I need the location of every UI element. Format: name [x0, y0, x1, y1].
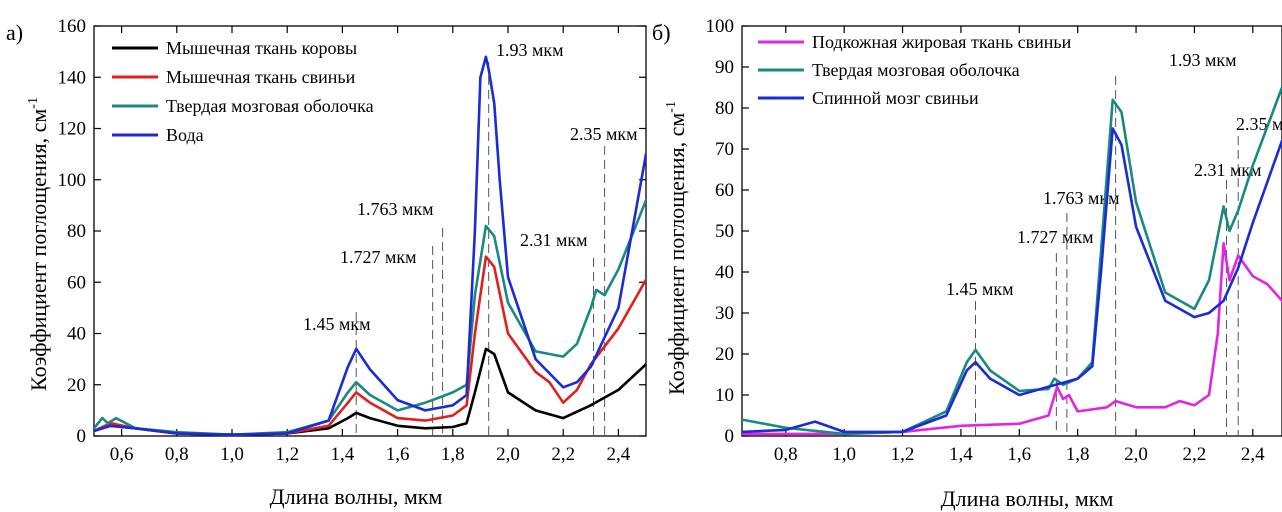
panel-a-ylabel-sup: -1 — [26, 97, 41, 109]
panel-b-ytick-label: 70 — [715, 139, 734, 160]
panel-a-ytick-label: 160 — [58, 16, 87, 37]
panel-a-annotation: 1.727 мкм — [340, 247, 417, 267]
panel-b-plot: 0,8 1,0 1,2 1,4 1,6 1,8 2,0 2,2 2,4 0 10 20 30 40 50 60… — [706, 16, 1282, 465]
panel-b-series-line — [742, 127, 1282, 434]
panel-b-xtick-label: 2,2 — [1183, 444, 1207, 465]
panel-b-legend-label: Спинной мозг свиньи — [812, 88, 979, 108]
panel-a-xtick-label: 1,2 — [275, 444, 299, 465]
panel-b-series-line — [742, 242, 1282, 436]
panel-a-xtick-label: 1,0 — [220, 444, 244, 465]
panel-b-letter: б) — [652, 20, 671, 45]
panel-a-xtick-label: 1,8 — [441, 444, 465, 465]
panel-a-xtick-label: 1,4 — [331, 444, 355, 465]
panel-b-ytick-label: 90 — [715, 57, 734, 78]
panel-a-xlabel: Длина волны, мкм — [270, 484, 443, 509]
panel-b-ytick-label: 20 — [715, 344, 734, 365]
panel-a-ytick-label: 80 — [67, 221, 86, 242]
panel-a-xtick-label: 1,6 — [386, 444, 410, 465]
panel-b-ytick-label: 100 — [706, 16, 735, 37]
panel-b-ytick-label: 60 — [715, 180, 734, 201]
panel-a-annotation: 2.35 мкм — [570, 124, 638, 144]
panel-b-series-line — [742, 86, 1282, 436]
panel-b-xtick-label: 1,4 — [949, 444, 973, 465]
panel-a-xtick-label: 2,0 — [496, 444, 520, 465]
panel-a-xtick-label: 0,6 — [110, 444, 134, 465]
panel-a-ytick-label: 40 — [67, 324, 86, 345]
panel-a-ylabel: Коэффициент поглощения, см-1 — [26, 97, 51, 391]
panel-a-letter: а) — [6, 20, 23, 45]
panel-b-annotation: 2.31 мкм — [1194, 160, 1262, 180]
panel-b-ytick-label: 80 — [715, 98, 734, 119]
panel-a-ytick-label: 20 — [67, 375, 86, 396]
panel-b-annotation: 1.45 мкм — [946, 279, 1014, 299]
panel-b-xlabel: Длина волны, мкм — [941, 486, 1114, 511]
panel-a-series-line — [94, 255, 646, 436]
panel-b-xtick-label: 1,0 — [832, 444, 856, 465]
panel-a-ytick-label: 100 — [58, 170, 87, 191]
panel-a-xtick-label: 0,8 — [165, 444, 189, 465]
panel-b-xtick-label: 1,8 — [1066, 444, 1090, 465]
panel-b-annotation: 1.727 мкм — [1017, 227, 1094, 247]
panel-b-ytick-label: 50 — [715, 221, 734, 242]
panel-b-annotation: 1.93 мкм — [1169, 50, 1237, 70]
panel-a-series-line — [94, 55, 646, 436]
panel-b-legend-label: Твердая мозговая оболочка — [812, 60, 1020, 80]
panel-b-xtick-label: 2,4 — [1241, 444, 1265, 465]
panel-b-xtick-label: 1,6 — [1007, 444, 1031, 465]
panel-a-xtick-label: 2,4 — [607, 444, 631, 465]
panel-a-xtick-label: 2,2 — [551, 444, 575, 465]
panel-b-xtick-label: 0,8 — [774, 444, 798, 465]
panel-a-legend-label: Вода — [166, 125, 204, 145]
panel-b-legend-label: Подкожная жировая ткань свиньи — [812, 32, 1072, 52]
panel-b-xtick-label: 2,0 — [1124, 444, 1148, 465]
panel-a-annotation: 1.45 мкм — [303, 314, 371, 334]
panel-a-annotation: 2.31 мкм — [520, 230, 588, 250]
panel-a-annotation: 1.93 мкм — [496, 40, 564, 60]
panel-a-ytick-label: 140 — [58, 67, 87, 88]
panel-b-annotation: 1.763 мкм — [1043, 188, 1120, 208]
panel-b-ytick-label: 30 — [715, 303, 734, 324]
panel-a-legend-label: Твердая мозговая оболочка — [166, 96, 374, 116]
panel-a-ytick-label: 120 — [58, 119, 87, 140]
panel-b-ytick-label: 40 — [715, 262, 734, 283]
panel-b-annotation: 2.35 мкм — [1236, 114, 1282, 134]
panel-a-ytick-label: 0 — [77, 426, 87, 447]
panel-b-ytick-label: 10 — [715, 385, 734, 406]
panel-a-series-line — [94, 347, 646, 436]
panel-a-plot: 0,6 0,8 1,0 1,2 1,4 1,6 1,8 2,0 2,2 2,4 0 20 40 60 80 1… — [58, 16, 647, 465]
panel-b-ylabel: Коэффициент поглощения, см-1 — [664, 101, 689, 395]
panel-a-annotation: 1.763 мкм — [357, 199, 434, 219]
panel-b-ylabel-sup: -1 — [664, 101, 679, 113]
panel-a-ytick-label: 60 — [67, 272, 86, 293]
panel-b-ytick-label: 0 — [725, 426, 735, 447]
panel-a-legend-label: Мышечная ткань свиньи — [166, 67, 356, 87]
panel-a-legend-label: Мышечная ткань коровы — [166, 38, 357, 58]
panel-b-xtick-label: 1,2 — [891, 444, 915, 465]
